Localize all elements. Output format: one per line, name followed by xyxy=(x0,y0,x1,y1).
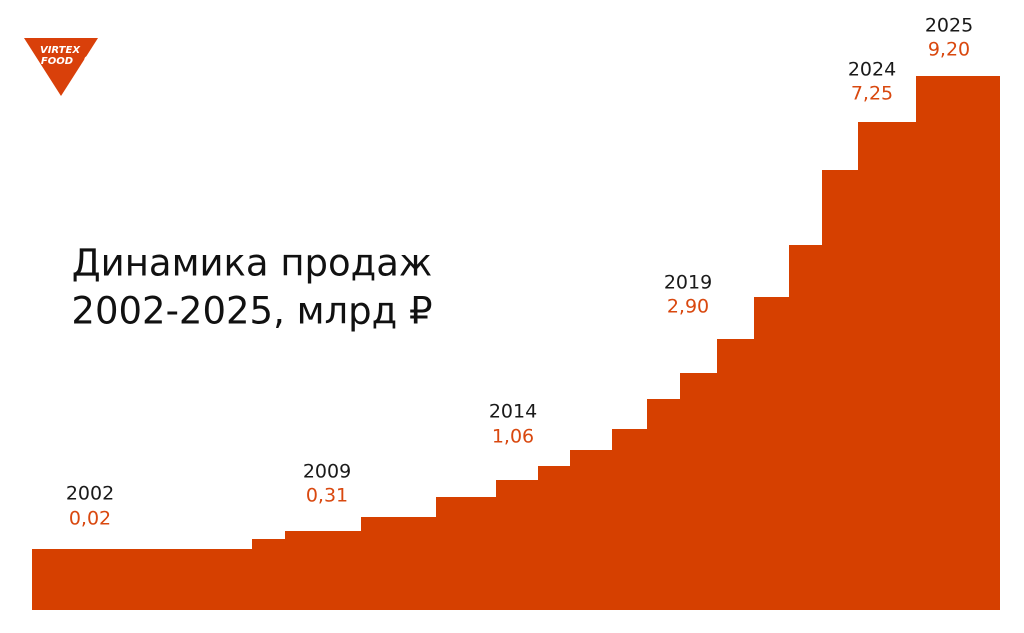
logo-mark: ® xyxy=(83,55,93,66)
year-label: 2025 xyxy=(925,15,973,37)
logo: VIRTEX FOOD ® xyxy=(24,38,98,96)
value-label: 2,90 xyxy=(667,296,709,318)
year-label: 2019 xyxy=(664,272,712,294)
year-label: 2014 xyxy=(489,401,537,423)
title: Динамика продаж xyxy=(72,242,432,285)
value-label: 1,06 xyxy=(492,426,534,448)
logo-triangle xyxy=(24,38,98,96)
year-label: 2002 xyxy=(66,483,114,505)
sales-staircase xyxy=(32,76,1000,610)
value-label: 7,25 xyxy=(851,83,893,105)
value-label: 0,02 xyxy=(69,508,111,530)
logo-text: VIRTEX xyxy=(40,45,81,56)
value-label: 9,20 xyxy=(928,39,970,61)
logo-text: FOOD xyxy=(41,56,73,67)
year-label: 2024 xyxy=(848,59,896,81)
year-label: 2009 xyxy=(303,461,351,483)
title: 2002-2025, млрд ₽ xyxy=(71,290,432,333)
value-label: 0,31 xyxy=(306,485,348,507)
